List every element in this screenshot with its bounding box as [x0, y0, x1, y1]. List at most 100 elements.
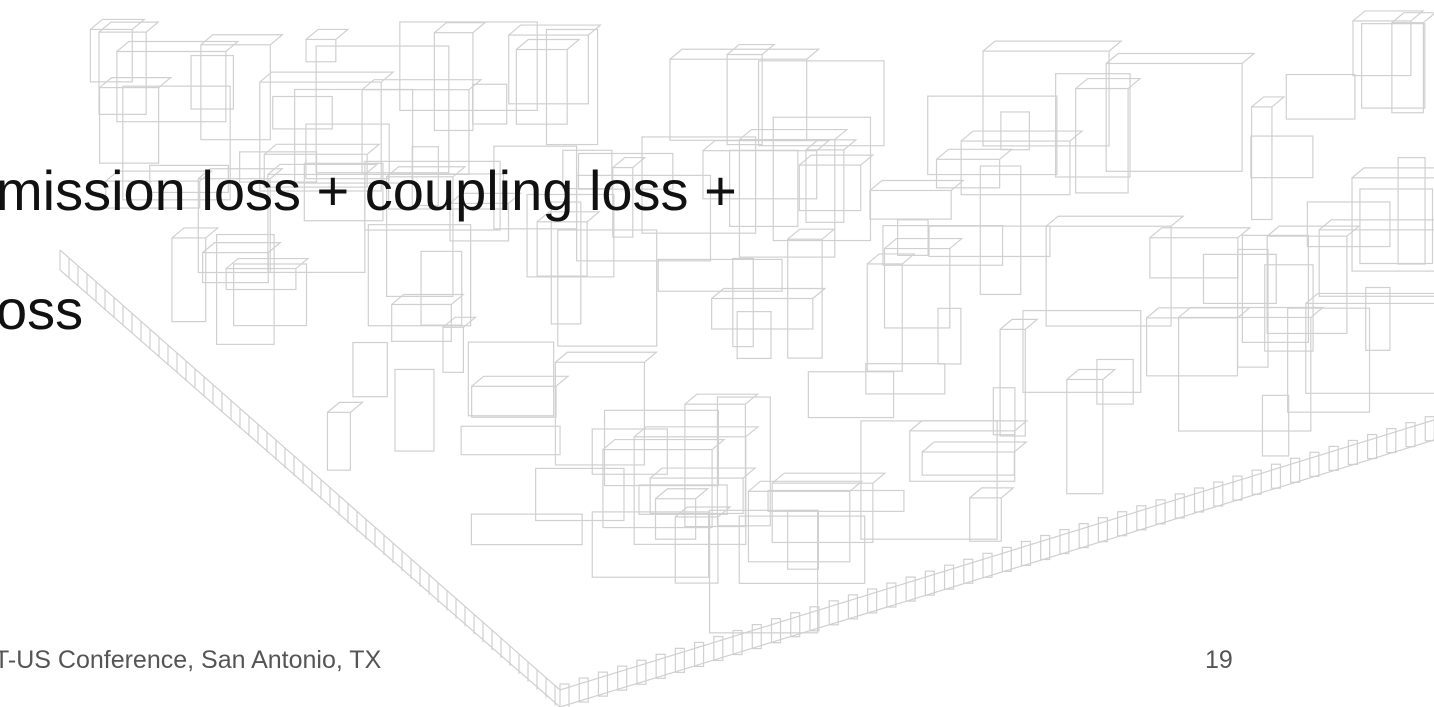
wireframe-line — [612, 156, 647, 169]
wireframe-line — [1149, 237, 1239, 279]
wireframe-line — [711, 287, 827, 299]
wireframe-line — [233, 263, 308, 327]
wireframe-line — [1270, 463, 1282, 489]
wireframe-line — [190, 54, 235, 110]
wireframe-line — [597, 671, 609, 697]
wireframe-line — [884, 237, 964, 250]
wireframe-line — [866, 253, 916, 265]
wireframe-line — [1105, 52, 1256, 64]
wireframe-line — [1309, 451, 1320, 477]
wireframe-line — [1250, 106, 1273, 221]
wireframe-line — [905, 576, 916, 602]
wireframe-line — [869, 189, 952, 220]
wireframe-line — [921, 451, 1015, 476]
wireframe-line — [716, 396, 771, 527]
wireframe-line — [654, 498, 697, 540]
wireframe-line — [1287, 307, 1371, 413]
wireframe-line — [805, 149, 845, 223]
wireframe-line — [449, 202, 510, 242]
wireframe-line — [636, 659, 647, 685]
wireframe-line — [202, 242, 282, 254]
wireframe-line — [747, 490, 851, 563]
wireframe-line — [1351, 167, 1434, 179]
wireframe-line — [684, 403, 747, 528]
wireframe-line — [364, 160, 501, 231]
wireframe-line — [471, 83, 508, 125]
wireframe-line — [1241, 234, 1310, 343]
wireframe-line — [98, 86, 160, 164]
wireframe-line — [1305, 292, 1434, 304]
wireframe-line — [361, 79, 483, 91]
wireframe-line — [883, 247, 951, 329]
wireframe-line — [1097, 517, 1108, 543]
wireframe-line — [633, 426, 760, 438]
wireframe-line — [1174, 493, 1185, 519]
wireframe-line — [1318, 229, 1434, 297]
wireframe-line — [394, 368, 435, 452]
wireframe-line — [1285, 73, 1356, 120]
wireframe-line — [1022, 309, 1142, 393]
wireframe-line — [559, 683, 570, 707]
wireframe-line — [928, 225, 1051, 258]
wireframe-line — [526, 193, 615, 278]
wireframe-line — [239, 151, 318, 183]
wireframe-line — [391, 293, 465, 305]
wireframe-line — [999, 318, 1039, 330]
wireframe-line — [89, 28, 133, 83]
wireframe-line — [197, 168, 284, 180]
wireframe-line — [982, 40, 1123, 52]
wireframe-line — [969, 497, 1002, 542]
wireframe-line — [865, 363, 946, 395]
wireframe-line — [1059, 528, 1070, 555]
wireframe-line — [89, 18, 146, 30]
wireframe-line — [1266, 235, 1348, 335]
wireframe-line — [116, 40, 240, 52]
wireframe-line — [674, 647, 685, 673]
wireframe-line — [641, 136, 757, 234]
wireframe-line — [999, 328, 1026, 437]
wireframe-line — [554, 361, 646, 466]
wireframe-line — [1351, 177, 1434, 272]
wireframe-line — [471, 385, 557, 418]
wireframe-line — [1066, 378, 1104, 495]
wireframe-line — [1328, 445, 1339, 471]
wireframe-line — [352, 341, 388, 398]
wireframe-line — [602, 448, 713, 529]
wireframe-line — [772, 116, 872, 242]
wireframe-line — [1078, 523, 1089, 549]
wireframe-line — [263, 143, 381, 155]
wireframe-line — [770, 618, 782, 644]
wireframe-line — [612, 166, 634, 238]
wireframe-line — [748, 480, 864, 492]
wireframe-line — [757, 60, 885, 147]
wireframe-line — [259, 71, 395, 83]
wireframe-line — [736, 311, 772, 360]
wireframe-line — [1250, 135, 1314, 179]
wireframe-line — [805, 139, 858, 151]
wireframe-line — [1146, 307, 1252, 319]
page-number: 19 — [1205, 646, 1233, 674]
wireframe-line — [1366, 433, 1378, 460]
wireframe-line — [847, 594, 859, 620]
wireframe-line — [294, 88, 414, 184]
wireframe-line — [471, 375, 570, 387]
wireframe-line — [1045, 225, 1172, 327]
wireframe-line — [467, 341, 555, 417]
wireframe-line — [869, 179, 965, 191]
wireframe-line — [669, 48, 821, 60]
wireframe-line — [787, 509, 819, 570]
wireframe-line — [1066, 368, 1117, 380]
wireframe-line — [943, 564, 955, 590]
wireframe-line — [897, 219, 929, 256]
wireframe-line — [171, 237, 207, 323]
wireframe-line — [1424, 416, 1434, 442]
wireframe-line — [460, 425, 561, 456]
wireframe-line — [122, 85, 231, 201]
wireframe-line — [1155, 499, 1166, 525]
wireframe-line — [787, 228, 836, 240]
wireframe-line — [633, 436, 747, 545]
wireframe-line — [1290, 457, 1301, 483]
wireframe-line — [225, 267, 297, 291]
wireframe-line — [105, 170, 214, 182]
